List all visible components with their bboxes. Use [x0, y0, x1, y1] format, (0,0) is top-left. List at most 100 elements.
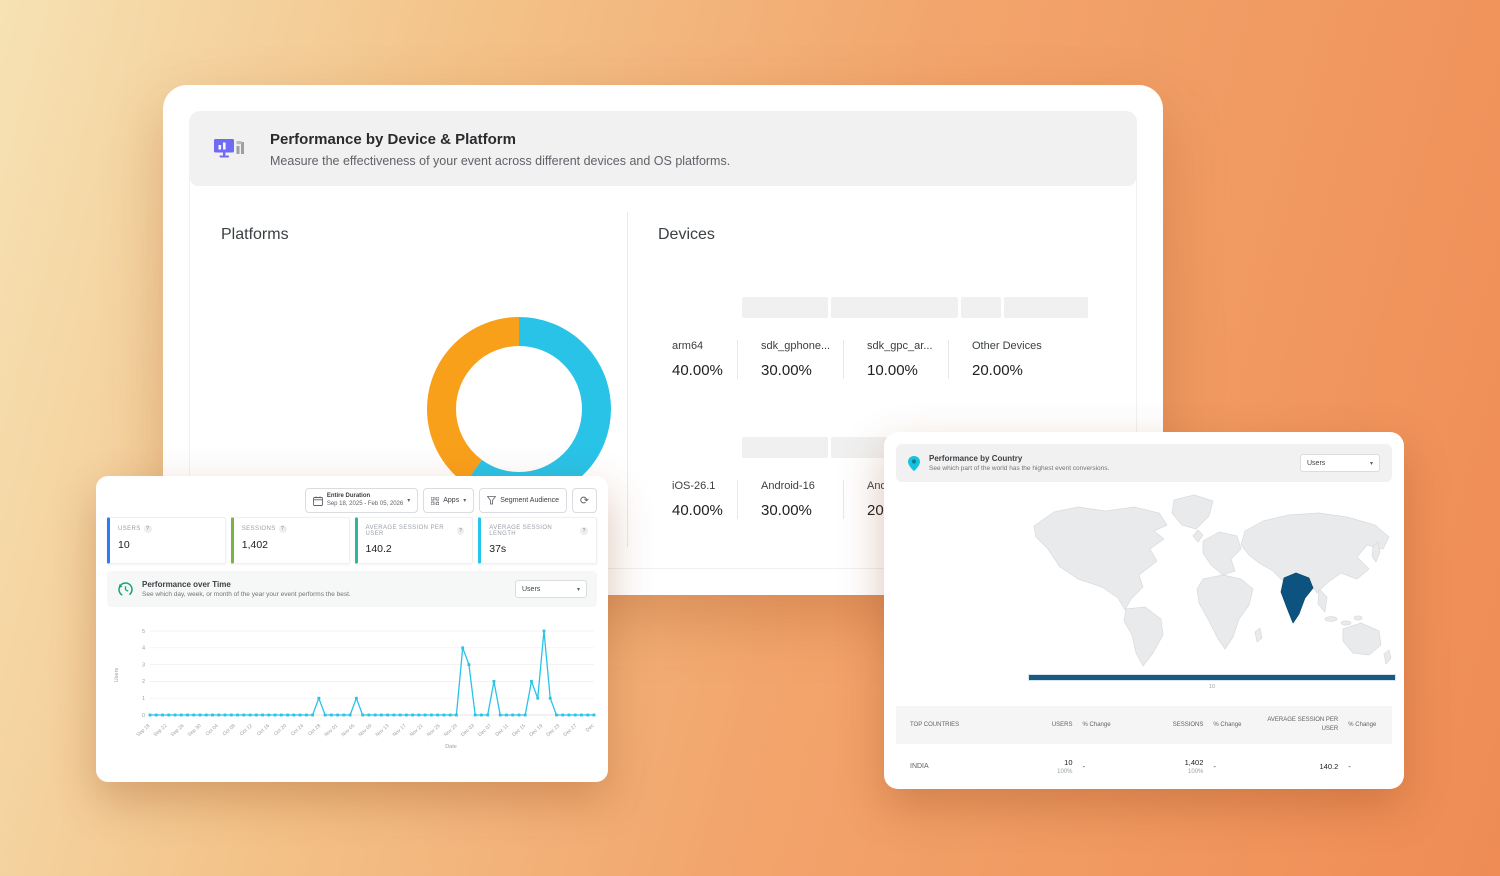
svg-text:Oct 20: Oct 20 [273, 723, 288, 737]
svg-text:5: 5 [142, 629, 145, 635]
country-card-header: Performance by Country See which part of… [896, 444, 1392, 482]
apps-button[interactable]: Apps ▾ [423, 488, 475, 513]
section-divider [627, 212, 628, 547]
segment-audience-button[interactable]: Segment Audience [479, 488, 567, 513]
device-stat: Android-16 30.00% [737, 480, 843, 519]
history-clock-icon [118, 581, 133, 597]
svg-text:4: 4 [142, 646, 145, 652]
device-stat-value: 30.00% [761, 502, 812, 519]
cell-users: 10 [1064, 757, 1073, 767]
svg-text:Dec 07: Dec 07 [477, 723, 493, 738]
col-top-countries: TOP COUNTRIES [910, 722, 960, 728]
svg-text:Nov 13: Nov 13 [375, 723, 391, 738]
svg-text:Nov 01: Nov 01 [323, 723, 339, 738]
metric-value: 1,402 [241, 539, 269, 551]
map-land [1033, 494, 1392, 667]
device-platform-header: Performance by Device & Platform Measure… [190, 112, 1136, 186]
skeleton-segment [1003, 297, 1088, 318]
metric-select-dropdown[interactable]: Users ▾ [515, 580, 587, 598]
device-stat-label: iOS-26.1 [672, 480, 716, 492]
metrics-row: USERS? 10 SESSIONS? 1,402 AVERAGE SESSION PE… [107, 517, 597, 564]
performance-over-time-title: Performance over Time [142, 580, 231, 589]
svg-text:Oct 16: Oct 16 [256, 723, 271, 737]
metric-value: 37s [489, 543, 507, 555]
apps-button-label: Apps [443, 497, 460, 504]
chevron-down-icon: ▾ [463, 498, 467, 504]
country-metric-dropdown[interactable]: Users ▾ [1300, 454, 1380, 472]
svg-text:Dec 15: Dec 15 [511, 723, 527, 738]
metric-label: AVERAGE SESSION PER USER? [365, 525, 465, 537]
calendar-icon [312, 496, 323, 506]
country-card-title: Performance by Country [929, 454, 1023, 463]
svg-text:Oct 08: Oct 08 [222, 723, 237, 737]
devices-stats-row-2: iOS-26.1 40.00% Android-16 30.00% Andr 20. [672, 480, 948, 519]
svg-text:0: 0 [142, 713, 145, 719]
chevron-down-icon: ▾ [1369, 460, 1373, 467]
device-stat-label: sdk_gphone... [761, 340, 831, 352]
performance-over-time-header: Performance over Time See which day, wee… [107, 571, 597, 607]
col-users-change: % Change [1082, 722, 1111, 728]
map-india-highlighted [1280, 572, 1314, 624]
date-range-button[interactable]: Entire Duration Sep 18, 2025 - Feb 05, 2… [304, 488, 419, 513]
date-range-label: Entire Duration [326, 493, 371, 499]
platforms-section-title: Platforms [221, 226, 289, 243]
device-stat-label: arm64 [672, 340, 704, 352]
metric-value: 10 [118, 539, 130, 551]
page-subtitle: Measure the effectiveness of your event … [270, 153, 731, 168]
performance-by-country-card: Performance by Country See which part of… [884, 432, 1404, 789]
platforms-donut-chart [426, 316, 612, 502]
chevron-down-icon: ▾ [407, 498, 411, 504]
help-icon[interactable]: ? [278, 525, 287, 533]
metric-card: AVERAGE SESSION PER USER? 140.2 [354, 517, 474, 564]
svg-text:Oct 12: Oct 12 [239, 723, 254, 737]
svg-text:3: 3 [142, 662, 145, 668]
svg-text:Users: Users [114, 668, 120, 683]
cell-avg-session-per-user: 140.2 [1319, 761, 1339, 771]
refresh-button[interactable]: ⟳ [572, 488, 597, 513]
device-stat: iOS-26.1 40.00% [672, 480, 737, 519]
col-sessions-change: % Change [1213, 722, 1242, 728]
device-stat-value: 10.00% [867, 362, 918, 379]
svg-text:Nov 25: Nov 25 [426, 723, 442, 738]
location-pin-icon [908, 455, 920, 471]
apps-grid-icon [431, 496, 440, 505]
svg-text:Dec 11: Dec 11 [494, 723, 510, 738]
device-platform-icon [214, 139, 244, 158]
device-stat-label: Android-16 [761, 480, 815, 492]
col-sessions: SESSIONS [1172, 722, 1204, 728]
device-stat-label: sdk_gpc_ar... [867, 340, 933, 352]
metric-label: AVERAGE SESSION LENGTH? [489, 525, 588, 537]
map-scale-value: 10 [1208, 684, 1216, 690]
cell-country: INDIA [910, 762, 929, 770]
country-card-subtitle: See which part of the world has the high… [929, 465, 1110, 472]
country-metric-value: Users [1307, 459, 1326, 467]
metric-card: SESSIONS? 1,402 [230, 517, 350, 564]
country-table-row[interactable]: INDIA 10 100% - 1,402 100% - 140.2 - [896, 744, 1392, 788]
help-icon[interactable]: ? [457, 527, 465, 535]
svg-text:1: 1 [142, 696, 145, 702]
svg-text:Sep 30: Sep 30 [187, 723, 203, 738]
cell-avg-change: - [1348, 761, 1351, 771]
devices-stats-row-1: arm64 40.00% sdk_gphone... 30.00% sdk_gpc_ar… [672, 340, 1093, 379]
device-stat-label: Other Devices [972, 340, 1042, 352]
cell-users-change: - [1082, 761, 1086, 771]
svg-text:Sep 18: Sep 18 [136, 723, 152, 738]
svg-text:2: 2 [142, 679, 145, 685]
date-range-value: Sep 18, 2025 - Feb 05, 2026 [326, 500, 404, 507]
svg-text:Sep 26: Sep 26 [170, 723, 186, 738]
device-stat: Other Devices 20.00% [948, 340, 1093, 379]
col-avg-session-per-user: AVERAGE SESSION PER USER [1267, 717, 1339, 732]
users-line-chart: 0 1 2 3 4 5 Users Sep 18 Sep 22 Sep 26 Sep 30 Oct 0… [108, 620, 596, 783]
device-stat-value: 20.00% [972, 362, 1023, 379]
skeleton-segment [742, 297, 828, 318]
help-icon[interactable]: ? [580, 527, 588, 535]
device-platform-card: Performance by Device & Platform Measure… [163, 85, 1163, 595]
device-stat-value: 40.00% [672, 362, 723, 379]
performance-over-time-subtitle: See which day, week, or month of the yea… [142, 591, 351, 598]
world-map [1026, 486, 1402, 679]
device-stat-value: 30.00% [761, 362, 812, 379]
filter-funnel-icon [487, 496, 497, 505]
help-icon[interactable]: ? [143, 525, 152, 533]
toolbar: Entire Duration Sep 18, 2025 - Feb 05, 2… [304, 488, 597, 513]
svg-text:Dec 03: Dec 03 [460, 723, 476, 738]
